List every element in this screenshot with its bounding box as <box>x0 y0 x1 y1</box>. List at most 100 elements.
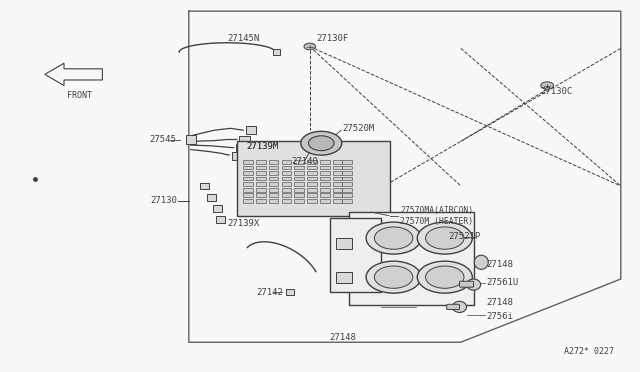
Bar <box>256 199 266 203</box>
Text: 27130: 27130 <box>150 196 177 205</box>
Bar <box>320 193 330 197</box>
Bar <box>243 193 253 197</box>
Bar <box>320 160 330 164</box>
Bar <box>294 188 304 192</box>
Bar <box>269 166 278 169</box>
Bar <box>282 177 291 180</box>
Bar <box>342 193 352 197</box>
Text: 27521P: 27521P <box>448 232 480 241</box>
Bar <box>333 177 342 180</box>
Bar <box>333 171 342 175</box>
Bar <box>342 199 352 203</box>
Bar <box>294 182 304 186</box>
Bar <box>269 182 278 186</box>
Bar <box>243 160 253 164</box>
Circle shape <box>304 43 316 50</box>
Bar <box>282 182 291 186</box>
Bar <box>336 238 352 249</box>
Bar <box>333 188 342 192</box>
Bar <box>333 199 342 203</box>
Circle shape <box>301 131 342 155</box>
Text: A272* 0227: A272* 0227 <box>564 347 614 356</box>
Circle shape <box>426 227 464 249</box>
Bar <box>237 141 390 216</box>
Bar <box>256 177 266 180</box>
Text: 27148: 27148 <box>486 260 513 269</box>
Text: 27520M: 27520M <box>342 124 374 133</box>
Bar <box>333 182 342 186</box>
Bar <box>342 171 352 175</box>
Ellipse shape <box>452 301 467 312</box>
Circle shape <box>417 261 472 293</box>
Circle shape <box>417 222 472 254</box>
Bar <box>236 144 246 151</box>
Bar <box>256 182 266 186</box>
Ellipse shape <box>474 255 488 269</box>
Text: 27145N: 27145N <box>227 34 259 43</box>
Bar <box>243 171 253 175</box>
Bar <box>282 188 291 192</box>
Text: 27148: 27148 <box>486 298 513 307</box>
Bar <box>330 218 381 292</box>
Bar <box>282 171 291 175</box>
Bar <box>269 193 278 197</box>
Bar <box>307 177 317 180</box>
Bar <box>320 177 330 180</box>
Bar <box>342 188 352 192</box>
Bar <box>294 199 304 203</box>
Bar <box>243 177 253 180</box>
Bar <box>239 136 250 143</box>
Bar <box>342 160 352 164</box>
Bar <box>294 171 304 175</box>
Bar <box>333 160 342 164</box>
Text: 27130C: 27130C <box>541 87 573 96</box>
Circle shape <box>374 266 413 288</box>
FancyBboxPatch shape <box>460 281 474 287</box>
Circle shape <box>426 266 464 288</box>
Bar <box>269 171 278 175</box>
Text: 27561U: 27561U <box>486 278 518 287</box>
Bar <box>269 160 278 164</box>
Bar <box>256 171 266 175</box>
Bar <box>336 272 352 283</box>
Bar <box>232 152 242 160</box>
Bar <box>269 188 278 192</box>
Text: 27139M: 27139M <box>246 142 278 151</box>
Bar <box>333 193 342 197</box>
Ellipse shape <box>467 279 481 290</box>
Bar <box>294 166 304 169</box>
Text: 27140: 27140 <box>291 157 318 166</box>
Bar <box>269 199 278 203</box>
Polygon shape <box>45 63 102 86</box>
Bar <box>243 182 253 186</box>
Bar <box>320 182 330 186</box>
Bar <box>307 182 317 186</box>
Bar <box>243 199 253 203</box>
Bar <box>243 166 253 169</box>
Bar <box>282 166 291 169</box>
Bar <box>320 166 330 169</box>
Text: 27148: 27148 <box>329 333 356 342</box>
Bar <box>307 160 317 164</box>
Bar <box>294 177 304 180</box>
Bar <box>307 188 317 192</box>
Bar <box>246 126 256 134</box>
Bar <box>216 216 225 223</box>
Circle shape <box>374 227 413 249</box>
Bar <box>342 177 352 180</box>
Bar <box>286 289 294 295</box>
Bar <box>307 193 317 197</box>
Bar <box>282 160 291 164</box>
Bar <box>342 166 352 169</box>
Bar <box>342 182 352 186</box>
Text: 27139X: 27139X <box>227 219 259 228</box>
Bar <box>256 193 266 197</box>
Bar <box>200 183 209 189</box>
Bar <box>282 199 291 203</box>
Bar <box>307 199 317 203</box>
Circle shape <box>366 261 421 293</box>
Bar <box>256 188 266 192</box>
Text: 27142: 27142 <box>256 288 283 296</box>
Text: 2756i: 2756i <box>486 312 513 321</box>
Bar <box>273 49 280 55</box>
